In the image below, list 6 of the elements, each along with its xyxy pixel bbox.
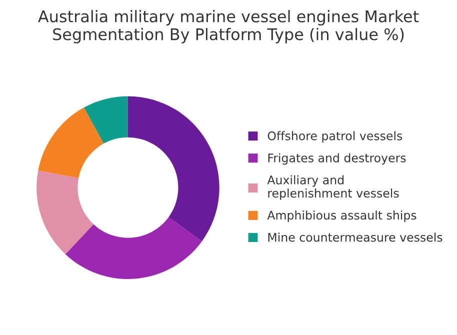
legend-label: Offshore patrol vessels	[268, 131, 402, 143]
legend-label: Amphibious assault ships	[267, 210, 416, 222]
legend-label: Mine countermeasure vessels	[268, 232, 442, 242]
legend-label: Auxiliary and replenishment vessels	[267, 175, 399, 200]
legend-label: Frigates and destroyers	[268, 153, 406, 165]
chart-title: Australia military marine vessel engines Market Segmentation By Platform Type (in value %)	[38, 10, 419, 44]
